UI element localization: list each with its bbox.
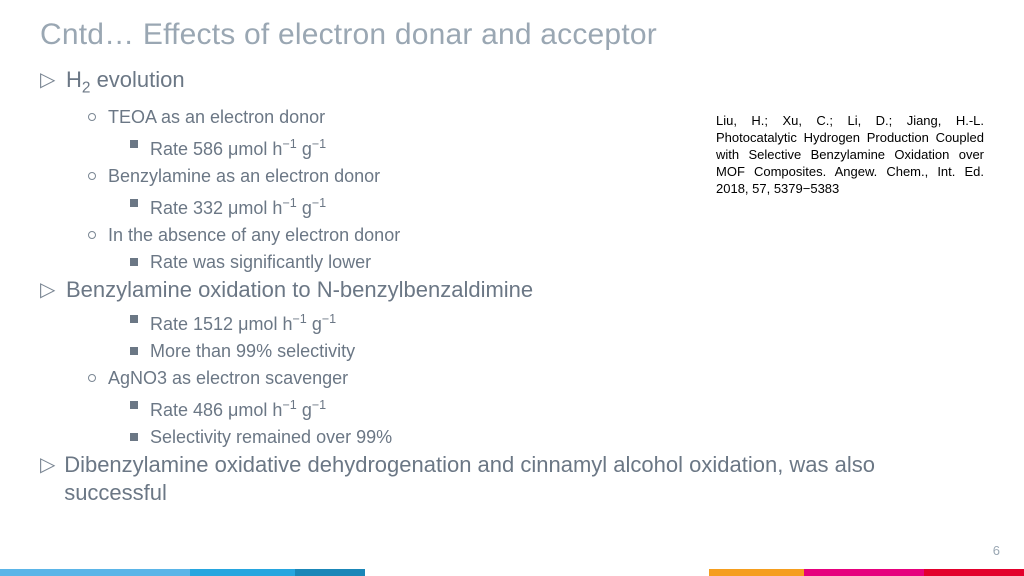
superscript: −1 <box>322 312 336 326</box>
page-number: 6 <box>993 543 1000 558</box>
square-icon <box>130 258 138 266</box>
lvl3-text: Rate was significantly lower <box>150 249 371 275</box>
text: g <box>297 198 312 218</box>
square-icon <box>130 433 138 441</box>
bullet-lvl2: In the absence of any electron donor <box>88 222 984 248</box>
superscript: −1 <box>312 196 326 210</box>
lvl3-text: Rate 1512 μmol h−1 g−1 <box>150 306 336 337</box>
bullet-lvl3: Rate was significantly lower <box>130 249 984 275</box>
lvl2-text: TEOA as an electron donor <box>108 104 325 130</box>
text: g <box>297 400 312 420</box>
stripe-segment <box>804 569 924 576</box>
lvl1-text: H2 evolution <box>66 66 185 102</box>
text: H <box>66 67 82 92</box>
bullet-lvl3: Selectivity remained over 99% <box>130 424 984 450</box>
square-icon <box>130 315 138 323</box>
text: Rate 586 μmol h <box>150 139 282 159</box>
citation-text: Liu, H.; Xu, C.; Li, D.; Jiang, H.-L. Ph… <box>716 112 984 197</box>
text: Rate 486 μmol h <box>150 400 282 420</box>
lvl3-text: Selectivity remained over 99% <box>150 424 392 450</box>
stripe-segment <box>0 569 190 576</box>
superscript: −1 <box>282 196 296 210</box>
bullet-lvl3: More than 99% selectivity <box>130 338 984 364</box>
bullet-lvl1: ▷ H2 evolution <box>40 66 984 102</box>
lvl2-text: AgNO3 as electron scavenger <box>108 365 348 391</box>
lvl2-text: Benzylamine as an electron donor <box>108 163 380 189</box>
lvl2-text: In the absence of any electron donor <box>108 222 400 248</box>
stripe-segment <box>190 569 295 576</box>
square-icon <box>130 401 138 409</box>
superscript: −1 <box>312 137 326 151</box>
text: Rate 332 μmol h <box>150 198 282 218</box>
bullet-lvl1: ▷ Benzylamine oxidation to N-benzylbenza… <box>40 276 984 304</box>
text: g <box>307 314 322 334</box>
square-icon <box>130 347 138 355</box>
circle-icon <box>88 172 96 180</box>
bullet-lvl3: Rate 486 μmol h−1 g−1 <box>130 392 984 423</box>
lvl1-text: Benzylamine oxidation to N-benzylbenzald… <box>66 276 533 304</box>
triangle-icon: ▷ <box>40 451 64 479</box>
lvl3-text: Rate 332 μmol h−1 g−1 <box>150 190 326 221</box>
slide: Cntd… Effects of electron donar and acce… <box>0 0 1024 576</box>
triangle-icon: ▷ <box>40 66 66 94</box>
footer-stripe <box>0 569 1024 576</box>
text: g <box>297 139 312 159</box>
square-icon <box>130 199 138 207</box>
circle-icon <box>88 374 96 382</box>
bullet-lvl3: Rate 1512 μmol h−1 g−1 <box>130 306 984 337</box>
stripe-segment <box>924 569 1024 576</box>
circle-icon <box>88 113 96 121</box>
superscript: −1 <box>282 398 296 412</box>
text: Rate 1512 μmol h <box>150 314 292 334</box>
square-icon <box>130 140 138 148</box>
lvl1-text: Dibenzylamine oxidative dehydrogenation … <box>64 451 920 507</box>
superscript: −1 <box>292 312 306 326</box>
slide-title: Cntd… Effects of electron donar and acce… <box>40 18 984 52</box>
lvl3-text: More than 99% selectivity <box>150 338 355 364</box>
circle-icon <box>88 231 96 239</box>
lvl3-text: Rate 586 μmol h−1 g−1 <box>150 131 326 162</box>
stripe-segment <box>295 569 365 576</box>
bullet-lvl1: ▷ Dibenzylamine oxidative dehydrogenatio… <box>40 451 920 507</box>
stripe-segment <box>709 569 804 576</box>
triangle-icon: ▷ <box>40 276 66 304</box>
text: evolution <box>90 67 184 92</box>
superscript: −1 <box>282 137 296 151</box>
stripe-gap <box>365 569 709 576</box>
superscript: −1 <box>312 398 326 412</box>
bullet-lvl2: AgNO3 as electron scavenger <box>88 365 984 391</box>
lvl3-text: Rate 486 μmol h−1 g−1 <box>150 392 326 423</box>
